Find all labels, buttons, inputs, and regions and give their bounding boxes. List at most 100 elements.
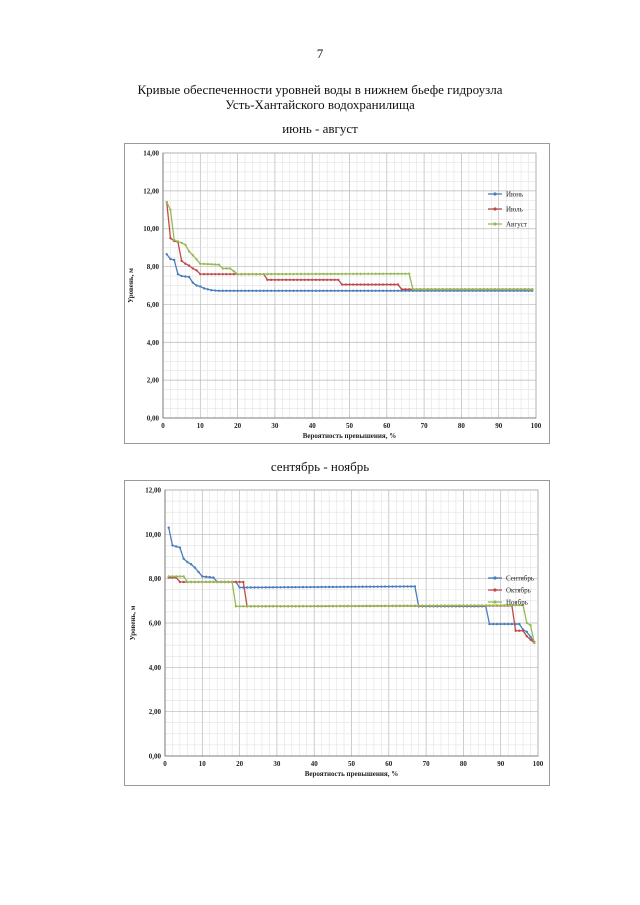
data-point <box>441 288 444 291</box>
chart-1-summer: 0 10 20 30 40 50 60 70 80 90 100 0,00 2,00 4,00 6,00 8,… <box>127 150 542 441</box>
data-point <box>378 283 381 286</box>
data-point <box>348 272 351 276</box>
data-point <box>277 272 280 276</box>
legend-swatch-marker <box>493 222 497 226</box>
data-point <box>407 272 411 275</box>
data-point <box>346 585 349 589</box>
data-point <box>477 604 480 607</box>
data-point <box>193 580 197 584</box>
data-point <box>314 278 318 282</box>
data-point <box>172 258 176 262</box>
data-point <box>266 272 269 276</box>
data-point <box>273 289 277 292</box>
data-point <box>396 272 400 275</box>
data-point <box>314 289 318 292</box>
data-point <box>329 289 333 292</box>
data-point <box>439 604 443 607</box>
y-tick-label: 14,00 <box>143 150 159 158</box>
data-point <box>284 278 288 282</box>
data-point <box>171 575 174 578</box>
data-point <box>264 586 267 589</box>
data-point <box>281 272 284 276</box>
data-point <box>275 586 279 589</box>
data-point <box>333 278 336 282</box>
data-point <box>344 272 347 276</box>
data-point <box>172 238 176 242</box>
chart-1-frame: 0 10 20 30 40 50 60 70 80 90 100 0,00 2,00 4,00 6,00 8,… <box>124 143 550 444</box>
data-point <box>417 604 420 607</box>
chart-2-subtitle: сентябрь - ноябрь <box>270 459 370 474</box>
data-point <box>493 288 497 291</box>
data-point <box>385 289 388 292</box>
x-tick-label: 50 <box>346 422 354 430</box>
data-point <box>404 288 407 291</box>
data-point <box>325 272 329 276</box>
data-point <box>499 604 502 607</box>
data-point <box>296 289 299 292</box>
x-tick-label: 10 <box>199 760 207 768</box>
data-point <box>458 604 461 607</box>
data-point <box>354 604 357 608</box>
data-point <box>512 288 515 291</box>
x-tick-label: 60 <box>385 760 393 768</box>
data-point <box>249 605 252 608</box>
data-point <box>266 278 269 282</box>
x-tick-label: 70 <box>423 760 431 768</box>
data-point <box>253 586 256 589</box>
data-point <box>234 580 238 584</box>
data-point <box>197 570 200 574</box>
y-tick-label: 4,00 <box>147 339 160 347</box>
data-point <box>281 289 284 292</box>
data-point <box>288 289 292 292</box>
data-point <box>214 289 217 292</box>
data-point <box>257 586 260 589</box>
data-point <box>255 272 258 276</box>
data-point <box>365 604 368 608</box>
legend-swatch-marker <box>493 600 497 604</box>
title-line-1: Кривые обеспеченности уровней воды в ниж… <box>137 82 503 97</box>
data-point <box>525 630 529 634</box>
data-point <box>443 604 446 607</box>
data-point <box>322 289 325 292</box>
data-point <box>430 288 433 291</box>
data-point <box>445 288 448 291</box>
data-point <box>363 272 366 276</box>
data-point <box>204 575 208 579</box>
data-point <box>243 272 247 276</box>
data-point <box>378 289 381 292</box>
data-point <box>396 283 400 286</box>
data-point <box>428 604 432 607</box>
data-point <box>191 267 195 270</box>
data-point <box>335 585 338 589</box>
data-point <box>307 272 310 276</box>
data-point <box>240 289 243 292</box>
data-point <box>225 267 228 270</box>
data-point <box>463 288 467 291</box>
data-point <box>374 289 377 292</box>
data-point <box>339 585 342 589</box>
data-point <box>303 272 306 276</box>
data-point <box>523 288 527 291</box>
data-point <box>262 289 265 292</box>
data-point <box>391 585 394 588</box>
x-axis-label: Вероятность превышения, % <box>303 432 396 440</box>
series-1 <box>165 253 534 292</box>
data-point <box>255 289 258 292</box>
data-point <box>299 272 303 276</box>
data-point <box>238 580 241 584</box>
data-point <box>191 254 195 257</box>
y-tick-label: 12,00 <box>145 487 161 495</box>
data-point <box>201 575 204 578</box>
data-point <box>294 604 297 608</box>
legend: Сентябрь Октябрь Ноябрь <box>488 575 534 607</box>
legend-swatch-marker <box>493 207 497 211</box>
data-point <box>292 289 295 292</box>
data-point <box>409 604 413 607</box>
legend-swatch-marker <box>493 576 497 580</box>
data-point <box>398 585 402 588</box>
data-point <box>258 289 262 292</box>
x-tick-label: 30 <box>273 760 281 768</box>
title-line-2: Усть-Хантайского водохранилища <box>225 97 415 112</box>
data-point <box>359 283 362 286</box>
data-point <box>296 272 299 276</box>
